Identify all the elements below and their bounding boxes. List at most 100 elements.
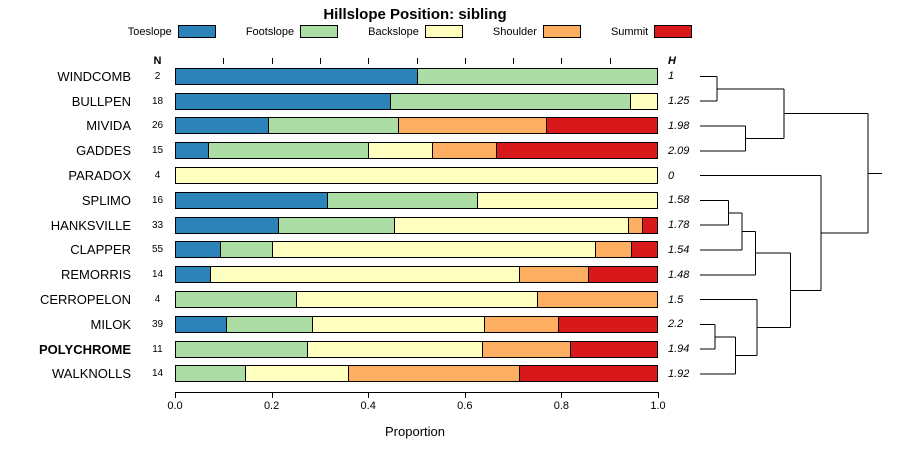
chart-row: POLYCHROME 11 1.94 [0, 337, 900, 362]
legend: Toeslope Footslope Backslope Shoulder Summit [60, 25, 760, 38]
bar-segment-shoulder [627, 217, 643, 233]
bar-segment-footslope [277, 217, 395, 233]
bar-rows: WINDCOMB 2 1 BULLPEN 18 1.25 MIVIDA 26 1.98 GADDE… [0, 64, 900, 386]
bar-segment-footslope [268, 118, 398, 134]
bar-segment-shoulder [519, 267, 589, 283]
row-label: WINDCOMB [57, 68, 131, 84]
x-tick [464, 392, 466, 398]
legend-item: Backslope [368, 25, 463, 38]
stacked-bar [175, 191, 658, 209]
row-n-value: 33 [151, 219, 164, 231]
bar-segment-shoulder [595, 242, 631, 258]
stacked-bar [175, 167, 658, 185]
row-h-value: 1 [668, 70, 675, 83]
legend-item: Shoulder [493, 25, 581, 38]
bar-segment-summit [588, 267, 657, 283]
stacked-bar [175, 117, 658, 135]
row-label: BULLPEN [71, 93, 131, 109]
bar-segment-shoulder [484, 316, 559, 332]
legend-label: Footslope [245, 25, 295, 38]
legend-label: Backslope [368, 25, 419, 38]
legend-item: Toeslope [128, 25, 216, 38]
stacked-bar [175, 365, 658, 383]
stacked-bar [175, 67, 658, 85]
legend-swatch [542, 25, 581, 38]
bar-segment-summit [545, 118, 657, 134]
x-axis-line [175, 392, 659, 393]
row-label: POLYCHROME [39, 341, 131, 357]
h-column-header: H [668, 55, 676, 67]
chart-row: MILOK 39 2.2 [0, 312, 900, 337]
bar-segment-toeslope [176, 217, 278, 233]
row-n-value: 2 [154, 70, 161, 82]
bar-segment-backslope [176, 168, 657, 184]
bar-segment-toeslope [176, 93, 390, 109]
row-n-value: 14 [151, 269, 164, 281]
top-tick [561, 58, 563, 64]
top-tick [368, 58, 370, 64]
row-label: GADDES [76, 143, 131, 159]
dendrogram [700, 75, 882, 375]
top-tick [464, 58, 466, 64]
chart-row: MIVIDA 26 1.98 [0, 114, 900, 139]
bar-segment-backslope [210, 267, 520, 283]
row-label: MILOK [90, 316, 131, 332]
row-label: HANKSVILLE [50, 217, 131, 233]
bar-segment-toeslope [176, 118, 269, 134]
row-label: SPLIMO [81, 192, 131, 208]
legend-swatch [177, 25, 216, 38]
n-column-header: N [153, 55, 162, 67]
row-n-value: 16 [151, 194, 164, 206]
row-n-value: 4 [154, 294, 161, 306]
stacked-bar [175, 315, 658, 333]
top-tick [223, 58, 225, 64]
chart-row: WALKNOLLS 14 1.92 [0, 362, 900, 387]
row-h-value: 1.54 [668, 243, 690, 256]
chart-row: WINDCOMB 2 1 [0, 64, 900, 89]
stacked-bar [175, 241, 658, 259]
bar-segment-summit [630, 242, 657, 258]
legend-swatch [424, 25, 463, 38]
chart-row: BULLPEN 18 1.25 [0, 89, 900, 114]
bar-segment-shoulder [482, 341, 570, 357]
legend-item: Summit [610, 25, 693, 38]
chart-row: REMORRIS 14 1.48 [0, 262, 900, 287]
bar-segment-footslope [176, 366, 245, 382]
row-h-value: 1.5 [668, 293, 684, 306]
row-n-value: 14 [151, 368, 164, 380]
bar-segment-backslope [394, 217, 628, 233]
bar-segment-toeslope [176, 267, 211, 283]
bar-segment-backslope [244, 366, 348, 382]
row-label: REMORRIS [60, 267, 131, 283]
chart-row: GADDES 15 2.09 [0, 138, 900, 163]
legend-swatch [300, 25, 339, 38]
x-tick-label: 0.8 [553, 400, 570, 412]
x-tick-label: 0.4 [360, 400, 376, 412]
row-n-value: 11 [152, 343, 163, 355]
x-tick-label: 0.6 [457, 400, 473, 412]
bar-segment-summit [642, 217, 657, 233]
x-tick [561, 392, 563, 398]
row-n-value: 4 [154, 170, 161, 182]
row-h-value: 1.92 [668, 367, 690, 380]
bar-segment-footslope [225, 316, 312, 332]
chart-row: HANKSVILLE 33 1.78 [0, 213, 900, 238]
bar-segment-backslope [307, 341, 483, 357]
bar-segment-summit [496, 143, 657, 159]
row-label: MIVIDA [86, 118, 131, 134]
x-tick [175, 392, 176, 398]
top-tick [271, 58, 273, 64]
bar-segment-footslope [219, 242, 273, 258]
row-label: PARADOX [68, 168, 131, 184]
legend-label: Summit [610, 25, 649, 38]
stacked-bar [175, 92, 658, 110]
bar-segment-footslope [389, 93, 631, 109]
row-n-value: 18 [151, 95, 164, 107]
stacked-bar [175, 340, 658, 358]
bar-segment-shoulder [397, 118, 546, 134]
row-h-value: 1.25 [668, 95, 690, 108]
row-n-value: 55 [151, 244, 164, 256]
bar-segment-shoulder [432, 143, 497, 159]
top-tick [609, 58, 611, 64]
